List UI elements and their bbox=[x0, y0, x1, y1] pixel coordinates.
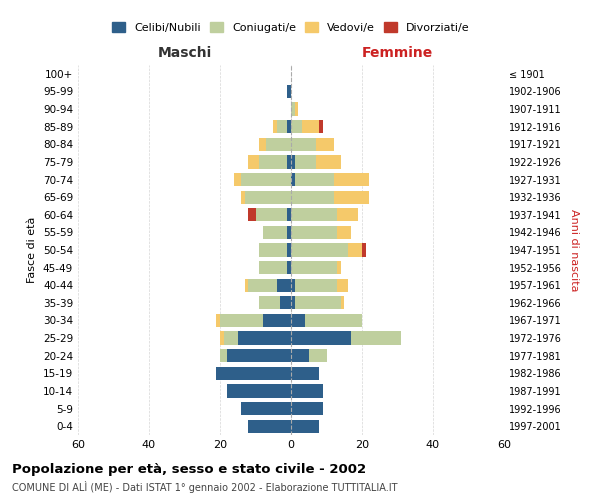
Bar bbox=[224, 332, 238, 344]
Bar bbox=[256, 208, 287, 222]
Legend: Celibi/Nubili, Coniugati/e, Vedovi/e, Divorziati/e: Celibi/Nubili, Coniugati/e, Vedovi/e, Di… bbox=[109, 19, 473, 36]
Bar bbox=[241, 402, 291, 415]
Bar bbox=[287, 120, 291, 134]
Bar bbox=[362, 244, 365, 256]
Bar bbox=[337, 208, 358, 222]
Bar bbox=[295, 296, 341, 310]
Bar bbox=[241, 190, 245, 204]
Bar bbox=[291, 226, 337, 239]
Bar bbox=[334, 190, 369, 204]
Bar bbox=[337, 261, 341, 274]
Bar bbox=[287, 261, 291, 274]
Bar bbox=[291, 190, 334, 204]
Bar bbox=[217, 314, 220, 327]
Bar bbox=[291, 261, 337, 274]
Bar bbox=[273, 120, 277, 134]
Bar bbox=[220, 349, 227, 362]
Bar bbox=[259, 244, 287, 256]
Bar bbox=[227, 349, 291, 362]
Bar bbox=[291, 244, 348, 256]
Bar bbox=[277, 278, 291, 292]
Bar bbox=[248, 278, 277, 292]
Text: Femmine: Femmine bbox=[362, 46, 433, 60]
Text: Maschi: Maschi bbox=[157, 46, 212, 60]
Bar bbox=[227, 384, 291, 398]
Bar bbox=[291, 102, 295, 116]
Bar bbox=[352, 332, 401, 344]
Bar bbox=[280, 296, 291, 310]
Bar bbox=[291, 278, 295, 292]
Bar bbox=[220, 314, 263, 327]
Bar bbox=[259, 296, 280, 310]
Bar bbox=[337, 226, 352, 239]
Bar bbox=[287, 226, 291, 239]
Bar bbox=[291, 332, 352, 344]
Bar bbox=[263, 226, 287, 239]
Bar bbox=[287, 244, 291, 256]
Bar bbox=[248, 420, 291, 433]
Bar bbox=[217, 366, 291, 380]
Y-axis label: Anni di nascita: Anni di nascita bbox=[569, 209, 578, 291]
Bar bbox=[302, 120, 319, 134]
Bar bbox=[309, 349, 326, 362]
Bar bbox=[259, 138, 266, 151]
Bar bbox=[291, 420, 319, 433]
Text: Popolazione per età, sesso e stato civile - 2002: Popolazione per età, sesso e stato civil… bbox=[12, 462, 366, 475]
Bar bbox=[291, 296, 295, 310]
Bar bbox=[245, 190, 291, 204]
Bar bbox=[291, 349, 309, 362]
Bar bbox=[341, 296, 344, 310]
Bar bbox=[305, 314, 362, 327]
Bar bbox=[295, 173, 334, 186]
Bar bbox=[234, 173, 241, 186]
Bar bbox=[266, 138, 291, 151]
Bar bbox=[287, 208, 291, 222]
Bar bbox=[248, 156, 259, 168]
Bar bbox=[295, 278, 337, 292]
Bar bbox=[295, 156, 316, 168]
Bar bbox=[259, 261, 287, 274]
Bar bbox=[248, 208, 256, 222]
Y-axis label: Fasce di età: Fasce di età bbox=[28, 217, 37, 283]
Bar bbox=[287, 85, 291, 98]
Bar bbox=[291, 402, 323, 415]
Bar bbox=[291, 138, 316, 151]
Bar bbox=[348, 244, 362, 256]
Bar bbox=[291, 314, 305, 327]
Bar bbox=[291, 366, 319, 380]
Bar bbox=[259, 156, 287, 168]
Text: COMUNE DI ALÌ (ME) - Dati ISTAT 1° gennaio 2002 - Elaborazione TUTTITALIA.IT: COMUNE DI ALÌ (ME) - Dati ISTAT 1° genna… bbox=[12, 481, 398, 493]
Bar bbox=[287, 156, 291, 168]
Bar bbox=[277, 120, 287, 134]
Bar bbox=[245, 278, 248, 292]
Bar bbox=[220, 332, 224, 344]
Bar bbox=[238, 332, 291, 344]
Bar bbox=[263, 314, 291, 327]
Bar bbox=[291, 384, 323, 398]
Bar bbox=[316, 156, 341, 168]
Bar bbox=[291, 120, 302, 134]
Bar bbox=[319, 120, 323, 134]
Bar bbox=[337, 278, 348, 292]
Bar bbox=[291, 156, 295, 168]
Bar bbox=[241, 173, 291, 186]
Bar bbox=[291, 173, 295, 186]
Bar bbox=[316, 138, 334, 151]
Bar bbox=[334, 173, 369, 186]
Bar bbox=[291, 208, 337, 222]
Bar bbox=[295, 102, 298, 116]
